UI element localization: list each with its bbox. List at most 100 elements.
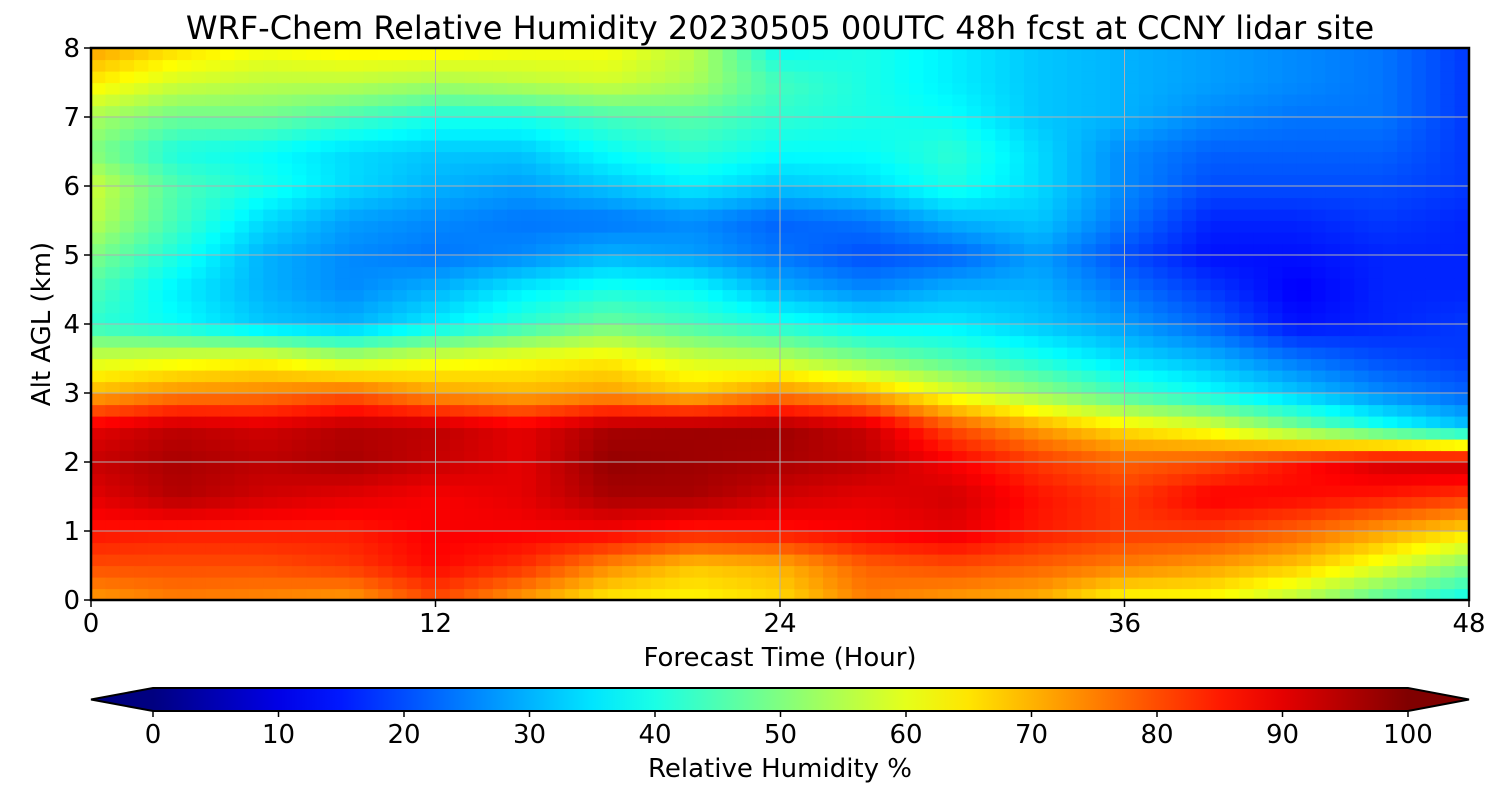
heatmap-cell: [1339, 243, 1355, 256]
heatmap-cell: [507, 209, 523, 222]
heatmap-cell: [880, 531, 896, 544]
heatmap-cell: [1009, 117, 1025, 130]
heatmap-cell: [1167, 151, 1183, 164]
heatmap-cell: [478, 450, 494, 463]
heatmap-cell: [478, 588, 494, 600]
heatmap-cell: [1397, 508, 1413, 521]
heatmap-cell: [1081, 266, 1097, 279]
heatmap-cell: [521, 565, 537, 578]
heatmap-cell: [866, 508, 882, 521]
heatmap-cell: [1067, 59, 1083, 72]
heatmap-cell: [392, 565, 408, 578]
heatmap-cell: [392, 312, 408, 325]
heatmap-cell: [535, 358, 551, 371]
heatmap-cell: [1296, 588, 1312, 600]
heatmap-cell: [335, 508, 350, 521]
heatmap-cell: [1411, 197, 1427, 210]
heatmap-cell: [406, 82, 422, 95]
heatmap-cell: [1268, 278, 1283, 291]
heatmap-cell: [162, 71, 178, 84]
heatmap-cell: [665, 163, 681, 176]
heatmap-cell: [134, 232, 150, 245]
heatmap-cell: [1196, 485, 1212, 498]
heatmap-cell: [823, 255, 839, 268]
heatmap-cell: [1210, 301, 1226, 314]
heatmap-cell: [708, 404, 724, 417]
heatmap-cell: [335, 278, 350, 291]
heatmap-cell: [708, 462, 724, 475]
heatmap-cell: [148, 82, 164, 95]
heatmap-cell: [1382, 289, 1398, 302]
heatmap-cell: [1339, 450, 1355, 463]
heatmap-cell: [1124, 174, 1140, 187]
heatmap-cell: [435, 266, 451, 279]
heatmap-cell: [177, 117, 193, 130]
heatmap-cell: [248, 94, 264, 107]
heatmap-cell: [1239, 186, 1255, 199]
heatmap-cell: [1181, 335, 1197, 348]
heatmap-cell: [1454, 232, 1469, 245]
heatmap-cell: [148, 439, 164, 452]
heatmap-cell: [1440, 278, 1456, 291]
heatmap-cell: [794, 128, 810, 141]
heatmap-cell: [1354, 243, 1370, 256]
heatmap-cell: [1167, 301, 1183, 314]
heatmap-cell: [234, 209, 250, 222]
heatmap-cell: [1425, 393, 1441, 406]
heatmap-cell: [234, 565, 250, 578]
heatmap-cell: [1368, 370, 1384, 383]
heatmap-cell: [177, 588, 193, 600]
heatmap-cell: [1009, 485, 1025, 498]
heatmap-cell: [363, 588, 379, 600]
heatmap-cell: [923, 427, 939, 440]
heatmap-cell: [937, 519, 953, 532]
heatmap-cell: [335, 554, 350, 567]
heatmap-cell: [205, 531, 221, 544]
heatmap-cell: [1181, 577, 1197, 590]
heatmap-cell: [91, 82, 106, 95]
heatmap-cell: [1153, 301, 1169, 314]
heatmap-cell: [492, 565, 508, 578]
heatmap-cell: [751, 140, 767, 153]
heatmap-cell: [909, 174, 925, 187]
heatmap-cell: [535, 393, 551, 406]
heatmap-cell: [1196, 577, 1212, 590]
heatmap-cell: [205, 416, 221, 429]
x-tick-label: 24: [763, 609, 796, 639]
heatmap-cell: [220, 186, 236, 199]
heatmap-cell: [1024, 140, 1039, 153]
heatmap-cell: [693, 416, 709, 429]
heatmap-cell: [1210, 404, 1226, 417]
heatmap-cell: [636, 82, 652, 95]
heatmap-cell: [1339, 209, 1355, 222]
heatmap-cell: [91, 289, 106, 302]
heatmap-cell: [363, 347, 379, 360]
y-tick-label: 7: [63, 103, 80, 133]
heatmap-cell: [220, 94, 236, 107]
heatmap-cell: [335, 48, 350, 61]
heatmap-cell: [1440, 82, 1456, 95]
heatmap-cell: [751, 542, 767, 555]
heatmap-cell: [248, 473, 264, 486]
heatmap-cell: [1282, 197, 1298, 210]
heatmap-cell: [406, 439, 422, 452]
heatmap-cell: [277, 358, 293, 371]
heatmap-cell: [966, 255, 982, 268]
heatmap-cell: [679, 117, 695, 130]
heatmap-cell: [1167, 427, 1183, 440]
heatmap-cell: [1268, 496, 1283, 509]
heatmap-cell: [1425, 427, 1441, 440]
heatmap-cell: [1196, 301, 1212, 314]
heatmap-cell: [665, 105, 681, 118]
heatmap-cell: [1411, 48, 1427, 61]
heatmap-cell: [550, 577, 566, 590]
heatmap-cell: [1411, 117, 1427, 130]
heatmap-cell: [837, 393, 853, 406]
heatmap-cell: [894, 163, 910, 176]
heatmap-cell: [1296, 335, 1312, 348]
heatmap-cell: [1095, 163, 1111, 176]
heatmap-cell: [535, 128, 551, 141]
heatmap-cell: [966, 197, 982, 210]
heatmap-cell: [952, 347, 968, 360]
heatmap-cell: [980, 473, 996, 486]
